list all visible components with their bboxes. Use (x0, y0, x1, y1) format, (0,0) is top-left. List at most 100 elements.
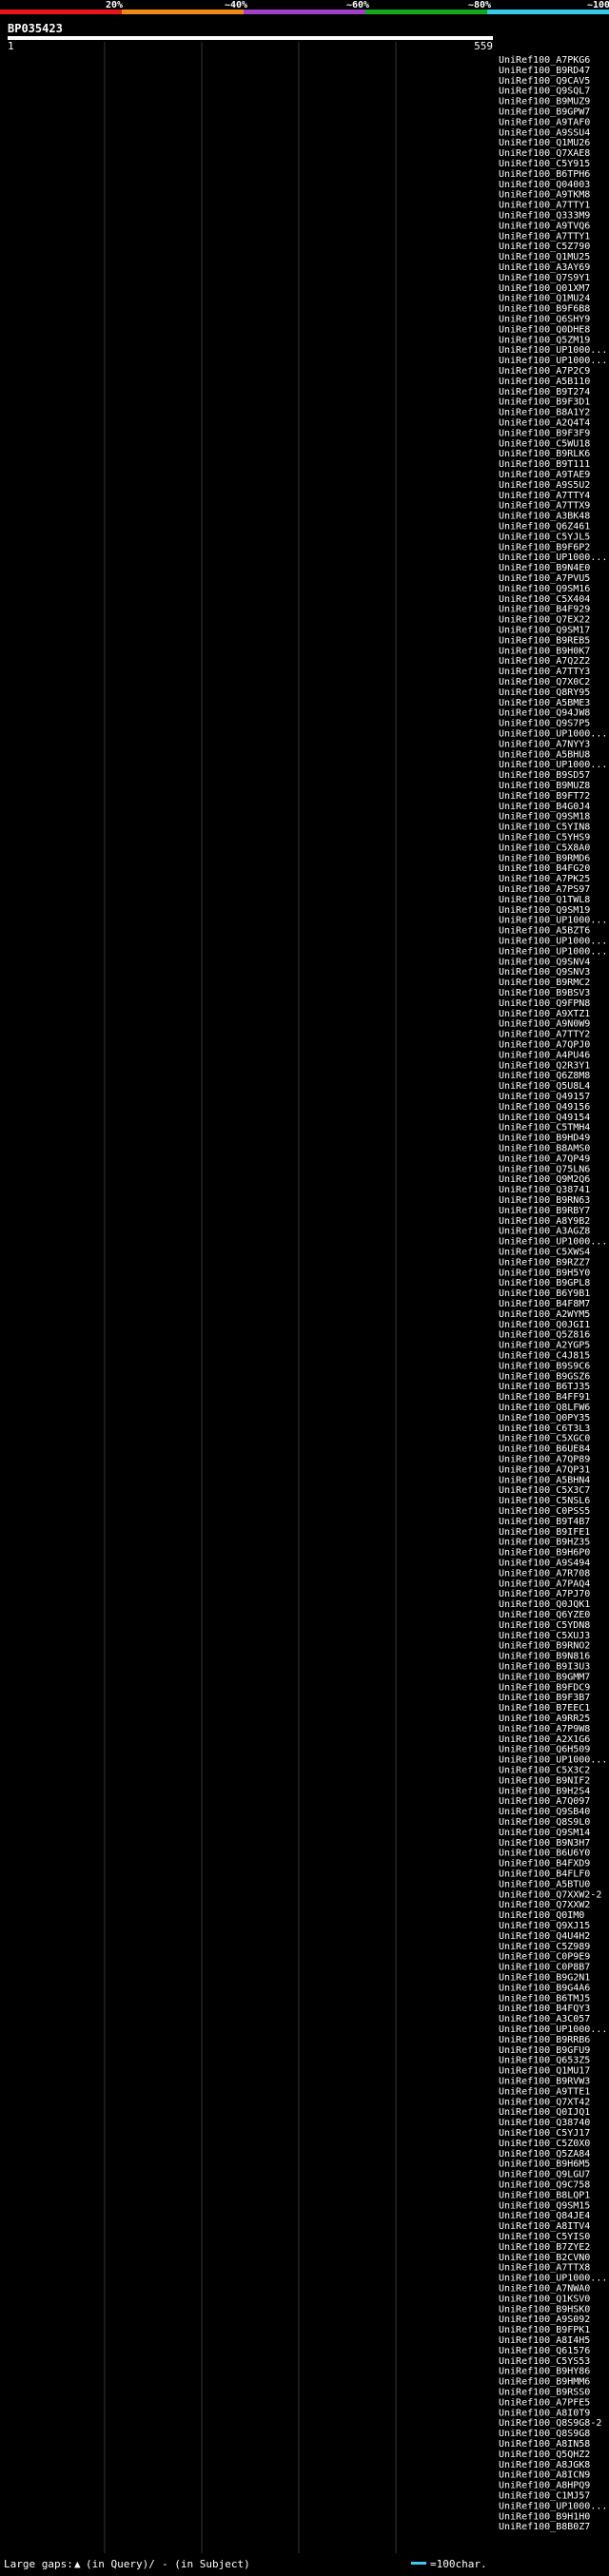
row-label[interactable]: UniRef100_Q0DHE8 (499, 324, 590, 335)
row-label[interactable]: UniRef100_A7TTX9 (499, 501, 590, 512)
row-label[interactable]: UniRef100_UP1000... (499, 1755, 607, 1766)
row-label[interactable]: UniRef100_B9FDC9 (499, 1682, 590, 1693)
row-label[interactable]: UniRef100_B9RN63 (499, 1195, 590, 1206)
row-label[interactable]: UniRef100_Q9SM14 (499, 1828, 590, 1838)
row-label[interactable]: UniRef100_A9S494 (499, 1559, 590, 1569)
row-label[interactable]: UniRef100_Q8RY95 (499, 688, 590, 698)
row-label[interactable]: UniRef100_Q7XAE8 (499, 148, 590, 159)
row-label[interactable]: UniRef100_A7NYY3 (499, 739, 590, 749)
row-label[interactable]: UniRef100_C0P8B7 (499, 1963, 590, 1973)
row-label[interactable]: UniRef100_B9HZ35 (499, 1538, 590, 1548)
row-label[interactable]: UniRef100_A9S5U2 (499, 480, 590, 491)
row-label[interactable]: UniRef100_A7TTY3 (499, 667, 590, 677)
row-label[interactable]: UniRef100_A5BTU0 (499, 1879, 590, 1889)
row-label[interactable]: UniRef100_B8LQP1 (499, 2190, 590, 2200)
row-label[interactable]: UniRef100_C5YS53 (499, 2356, 590, 2367)
row-label[interactable]: UniRef100_A3BK48 (499, 512, 590, 522)
row-label[interactable]: UniRef100_B6TPH6 (499, 169, 590, 180)
row-label[interactable]: UniRef100_Q6Z461 (499, 522, 590, 533)
row-label[interactable]: UniRef100_A5BHN4 (499, 1475, 590, 1485)
row-label[interactable]: UniRef100_B9BSV3 (499, 988, 590, 998)
row-label[interactable]: UniRef100_Q7X0C2 (499, 677, 590, 688)
row-label[interactable]: UniRef100_A7P9W8 (499, 1724, 590, 1734)
row-label[interactable]: UniRef100_A7PS97 (499, 884, 590, 895)
row-label[interactable]: UniRef100_Q1KSV0 (499, 2294, 590, 2304)
row-label[interactable]: UniRef100_A9TKM8 (499, 190, 590, 201)
row-label[interactable]: UniRef100_B9IFE1 (499, 1527, 590, 1538)
row-label[interactable]: UniRef100_C0P9E9 (499, 1952, 590, 1963)
row-label[interactable]: UniRef100_Q8LFW6 (499, 1403, 590, 1413)
row-label[interactable]: UniRef100_Q84JE4 (499, 2211, 590, 2221)
row-label[interactable]: UniRef100_Q49156 (499, 1102, 590, 1113)
row-label[interactable]: UniRef100_B9NIF2 (499, 1775, 590, 1786)
row-label[interactable]: UniRef100_B9REB5 (499, 635, 590, 646)
row-label[interactable]: UniRef100_B4FLF0 (499, 1869, 590, 1880)
row-label[interactable]: UniRef100_Q6H509 (499, 1745, 590, 1755)
row-label[interactable]: UniRef100_A7QP31 (499, 1464, 590, 1475)
row-label[interactable]: UniRef100_A7QP49 (499, 1153, 590, 1164)
row-label[interactable]: UniRef100_A8I0T9 (499, 2408, 590, 2418)
row-label[interactable]: UniRef100_B9S9C6 (499, 1361, 590, 1371)
row-label[interactable]: UniRef100_UP1000... (499, 2274, 607, 2284)
row-label[interactable]: UniRef100_Q9SM19 (499, 905, 590, 916)
row-label[interactable]: UniRef100_B9H2S4 (499, 1786, 590, 1796)
row-label[interactable]: UniRef100_UP1000... (499, 916, 607, 926)
row-label[interactable]: UniRef100_UP1000... (499, 729, 607, 740)
row-label[interactable]: UniRef100_C5XGC0 (499, 1434, 590, 1444)
row-label[interactable]: UniRef100_B9G2N1 (499, 1973, 590, 1984)
row-label[interactable]: UniRef100_Q9SM18 (499, 812, 590, 823)
row-label[interactable]: UniRef100_A7Q097 (499, 1796, 590, 1807)
row-label[interactable]: UniRef100_C5TMH4 (499, 1123, 590, 1133)
row-label[interactable]: UniRef100_Q0JQK1 (499, 1599, 590, 1610)
row-label[interactable]: UniRef100_B9H6M5 (499, 2160, 590, 2170)
row-label[interactable]: UniRef100_B4FXD9 (499, 1859, 590, 1869)
row-label[interactable]: UniRef100_C5Y915 (499, 159, 590, 169)
row-label[interactable]: UniRef100_Q333M9 (499, 211, 590, 222)
row-label[interactable]: UniRef100_Q8S9L0 (499, 1817, 590, 1828)
row-label[interactable]: UniRef100_Q9SM15 (499, 2200, 590, 2211)
row-label[interactable]: UniRef100_B9GMM7 (499, 1672, 590, 1682)
row-label[interactable]: UniRef100_B9RLK6 (499, 449, 590, 459)
row-label[interactable]: UniRef100_B9FPK1 (499, 2325, 590, 2335)
row-label[interactable]: UniRef100_A4PU46 (499, 1050, 590, 1060)
row-label[interactable]: UniRef100_B9N4E0 (499, 563, 590, 573)
row-label[interactable]: UniRef100_Q6Z8M8 (499, 1071, 590, 1081)
row-label[interactable]: UniRef100_Q4U4H2 (499, 1931, 590, 1942)
row-label[interactable]: UniRef100_Q04003 (499, 180, 590, 190)
row-label[interactable]: UniRef100_A9N0W9 (499, 1019, 590, 1030)
row-label[interactable]: UniRef100_A2YGP5 (499, 1341, 590, 1351)
row-label[interactable]: UniRef100_Q1MU17 (499, 2066, 590, 2077)
row-label[interactable]: UniRef100_B9H0K7 (499, 646, 590, 656)
row-label[interactable]: UniRef100_B9HSK0 (499, 2304, 590, 2315)
row-label[interactable]: UniRef100_UP1000... (499, 2501, 607, 2511)
row-label[interactable]: UniRef100_B9RD47 (499, 66, 590, 76)
row-label[interactable]: UniRef100_Q8S9G8-2 (499, 2418, 601, 2429)
row-label[interactable]: UniRef100_A9XTZ1 (499, 1009, 590, 1019)
row-label[interactable]: UniRef100_A7R708 (499, 1568, 590, 1579)
row-label[interactable]: UniRef100_B9F3D1 (499, 397, 590, 408)
row-label[interactable]: UniRef100_B4F929 (499, 605, 590, 615)
row-label[interactable]: UniRef100_C5YDN8 (499, 1620, 590, 1631)
row-label[interactable]: UniRef100_B8B0Z7 (499, 2522, 590, 2532)
row-label[interactable]: UniRef100_Q0IM0 (499, 1910, 584, 1921)
row-label[interactable]: UniRef100_Q1TWL8 (499, 895, 590, 905)
row-label[interactable]: UniRef100_A3AY69 (499, 262, 590, 273)
row-label[interactable]: UniRef100_C5Z989 (499, 1942, 590, 1952)
row-label[interactable]: UniRef100_B9GSZ6 (499, 1371, 590, 1382)
row-label[interactable]: UniRef100_B9RSS0 (499, 2388, 590, 2398)
row-label[interactable]: UniRef100_B6UE84 (499, 1444, 590, 1455)
row-label[interactable]: UniRef100_A7QP89 (499, 1455, 590, 1465)
row-label[interactable]: UniRef100_Q653Z5 (499, 2056, 590, 2066)
row-label[interactable]: UniRef100_C5XWS4 (499, 1248, 590, 1258)
row-label[interactable]: UniRef100_A5B110 (499, 377, 590, 387)
row-label[interactable]: UniRef100_Q75LN6 (499, 1164, 590, 1174)
row-label[interactable]: UniRef100_B4G0J4 (499, 802, 590, 812)
row-label[interactable]: UniRef100_B9H1H0 (499, 2511, 590, 2522)
row-label[interactable]: UniRef100_Q94JW8 (499, 708, 590, 719)
row-label[interactable]: UniRef100_C1MJ57 (499, 2491, 590, 2502)
row-label[interactable]: UniRef100_B9F3B7 (499, 1693, 590, 1703)
row-label[interactable]: UniRef100_B9MUZ8 (499, 781, 590, 791)
row-label[interactable]: UniRef100_A7PK25 (499, 874, 590, 884)
row-label[interactable]: UniRef100_A8ITV4 (499, 2221, 590, 2232)
row-label[interactable]: UniRef100_B9RVW3 (499, 2077, 590, 2087)
